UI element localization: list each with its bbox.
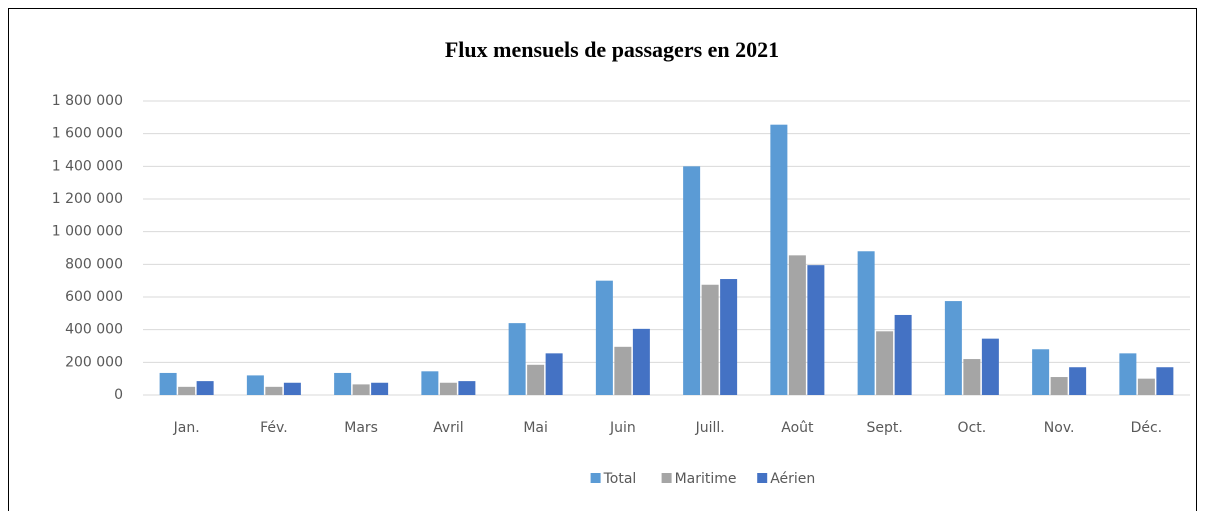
bar bbox=[246, 375, 264, 395]
y-tick-label: 1 600 000 bbox=[52, 126, 123, 142]
bar bbox=[857, 251, 875, 395]
y-tick-label: 600 000 bbox=[65, 289, 123, 305]
bar bbox=[944, 301, 962, 395]
x-tick-label: Juin bbox=[609, 420, 636, 436]
bar bbox=[876, 331, 894, 395]
bar bbox=[894, 314, 912, 395]
chart-title: Flux mensuels de passagers en 2021 bbox=[445, 37, 779, 62]
bar bbox=[334, 372, 352, 395]
x-tick-label: Fév. bbox=[260, 420, 288, 436]
bar bbox=[283, 382, 301, 395]
bar bbox=[614, 346, 632, 395]
bar bbox=[439, 382, 457, 395]
bar bbox=[720, 279, 738, 395]
bar bbox=[1156, 367, 1174, 395]
bar bbox=[508, 323, 526, 395]
bar bbox=[701, 284, 719, 395]
bar bbox=[1050, 377, 1068, 395]
bar bbox=[458, 381, 476, 395]
bar bbox=[371, 382, 389, 395]
bar bbox=[788, 255, 806, 395]
x-tick-label: Juill. bbox=[695, 420, 725, 436]
bar bbox=[1119, 353, 1137, 395]
bar bbox=[527, 364, 545, 395]
bar bbox=[770, 124, 788, 395]
y-tick-label: 1 400 000 bbox=[52, 158, 123, 174]
bar bbox=[352, 384, 370, 395]
bar bbox=[595, 280, 613, 395]
bar bbox=[632, 328, 650, 395]
y-tick-label: 0 bbox=[114, 387, 123, 403]
x-tick-label: Oct. bbox=[958, 420, 987, 436]
bar bbox=[1032, 349, 1050, 395]
bar bbox=[807, 265, 825, 395]
bar bbox=[1069, 367, 1087, 395]
y-tick-label: 1 800 000 bbox=[52, 93, 123, 109]
bar bbox=[683, 166, 701, 395]
bar bbox=[963, 359, 981, 395]
y-tick-label: 200 000 bbox=[65, 354, 123, 370]
bar bbox=[545, 353, 563, 395]
legend-label: Maritime bbox=[675, 471, 737, 487]
x-tick-label: Avril bbox=[433, 420, 464, 436]
bar bbox=[159, 372, 177, 395]
bar bbox=[196, 381, 214, 395]
legend-swatch bbox=[661, 473, 672, 483]
x-tick-label: Nov. bbox=[1044, 420, 1075, 436]
chart-border bbox=[8, 8, 1197, 511]
legend-label: Total bbox=[603, 471, 637, 487]
y-tick-label: 1 200 000 bbox=[52, 191, 123, 207]
y-tick-label: 400 000 bbox=[65, 322, 123, 338]
bar bbox=[178, 386, 196, 395]
legend-label: Aérien bbox=[770, 471, 815, 487]
x-tick-label: Jan. bbox=[173, 420, 200, 436]
bar bbox=[265, 386, 283, 395]
legend-swatch bbox=[757, 473, 768, 483]
x-tick-label: Août bbox=[781, 420, 814, 436]
x-tick-label: Mai bbox=[523, 420, 548, 436]
y-tick-label: 800 000 bbox=[65, 256, 123, 272]
bar bbox=[981, 338, 999, 395]
y-tick-label: 1 000 000 bbox=[52, 224, 123, 240]
bar bbox=[1137, 378, 1155, 395]
legend-swatch bbox=[590, 473, 601, 483]
x-tick-label: Mars bbox=[344, 420, 378, 436]
bar bbox=[421, 371, 439, 395]
x-tick-label: Sept. bbox=[866, 420, 902, 436]
x-tick-label: Déc. bbox=[1131, 420, 1163, 436]
